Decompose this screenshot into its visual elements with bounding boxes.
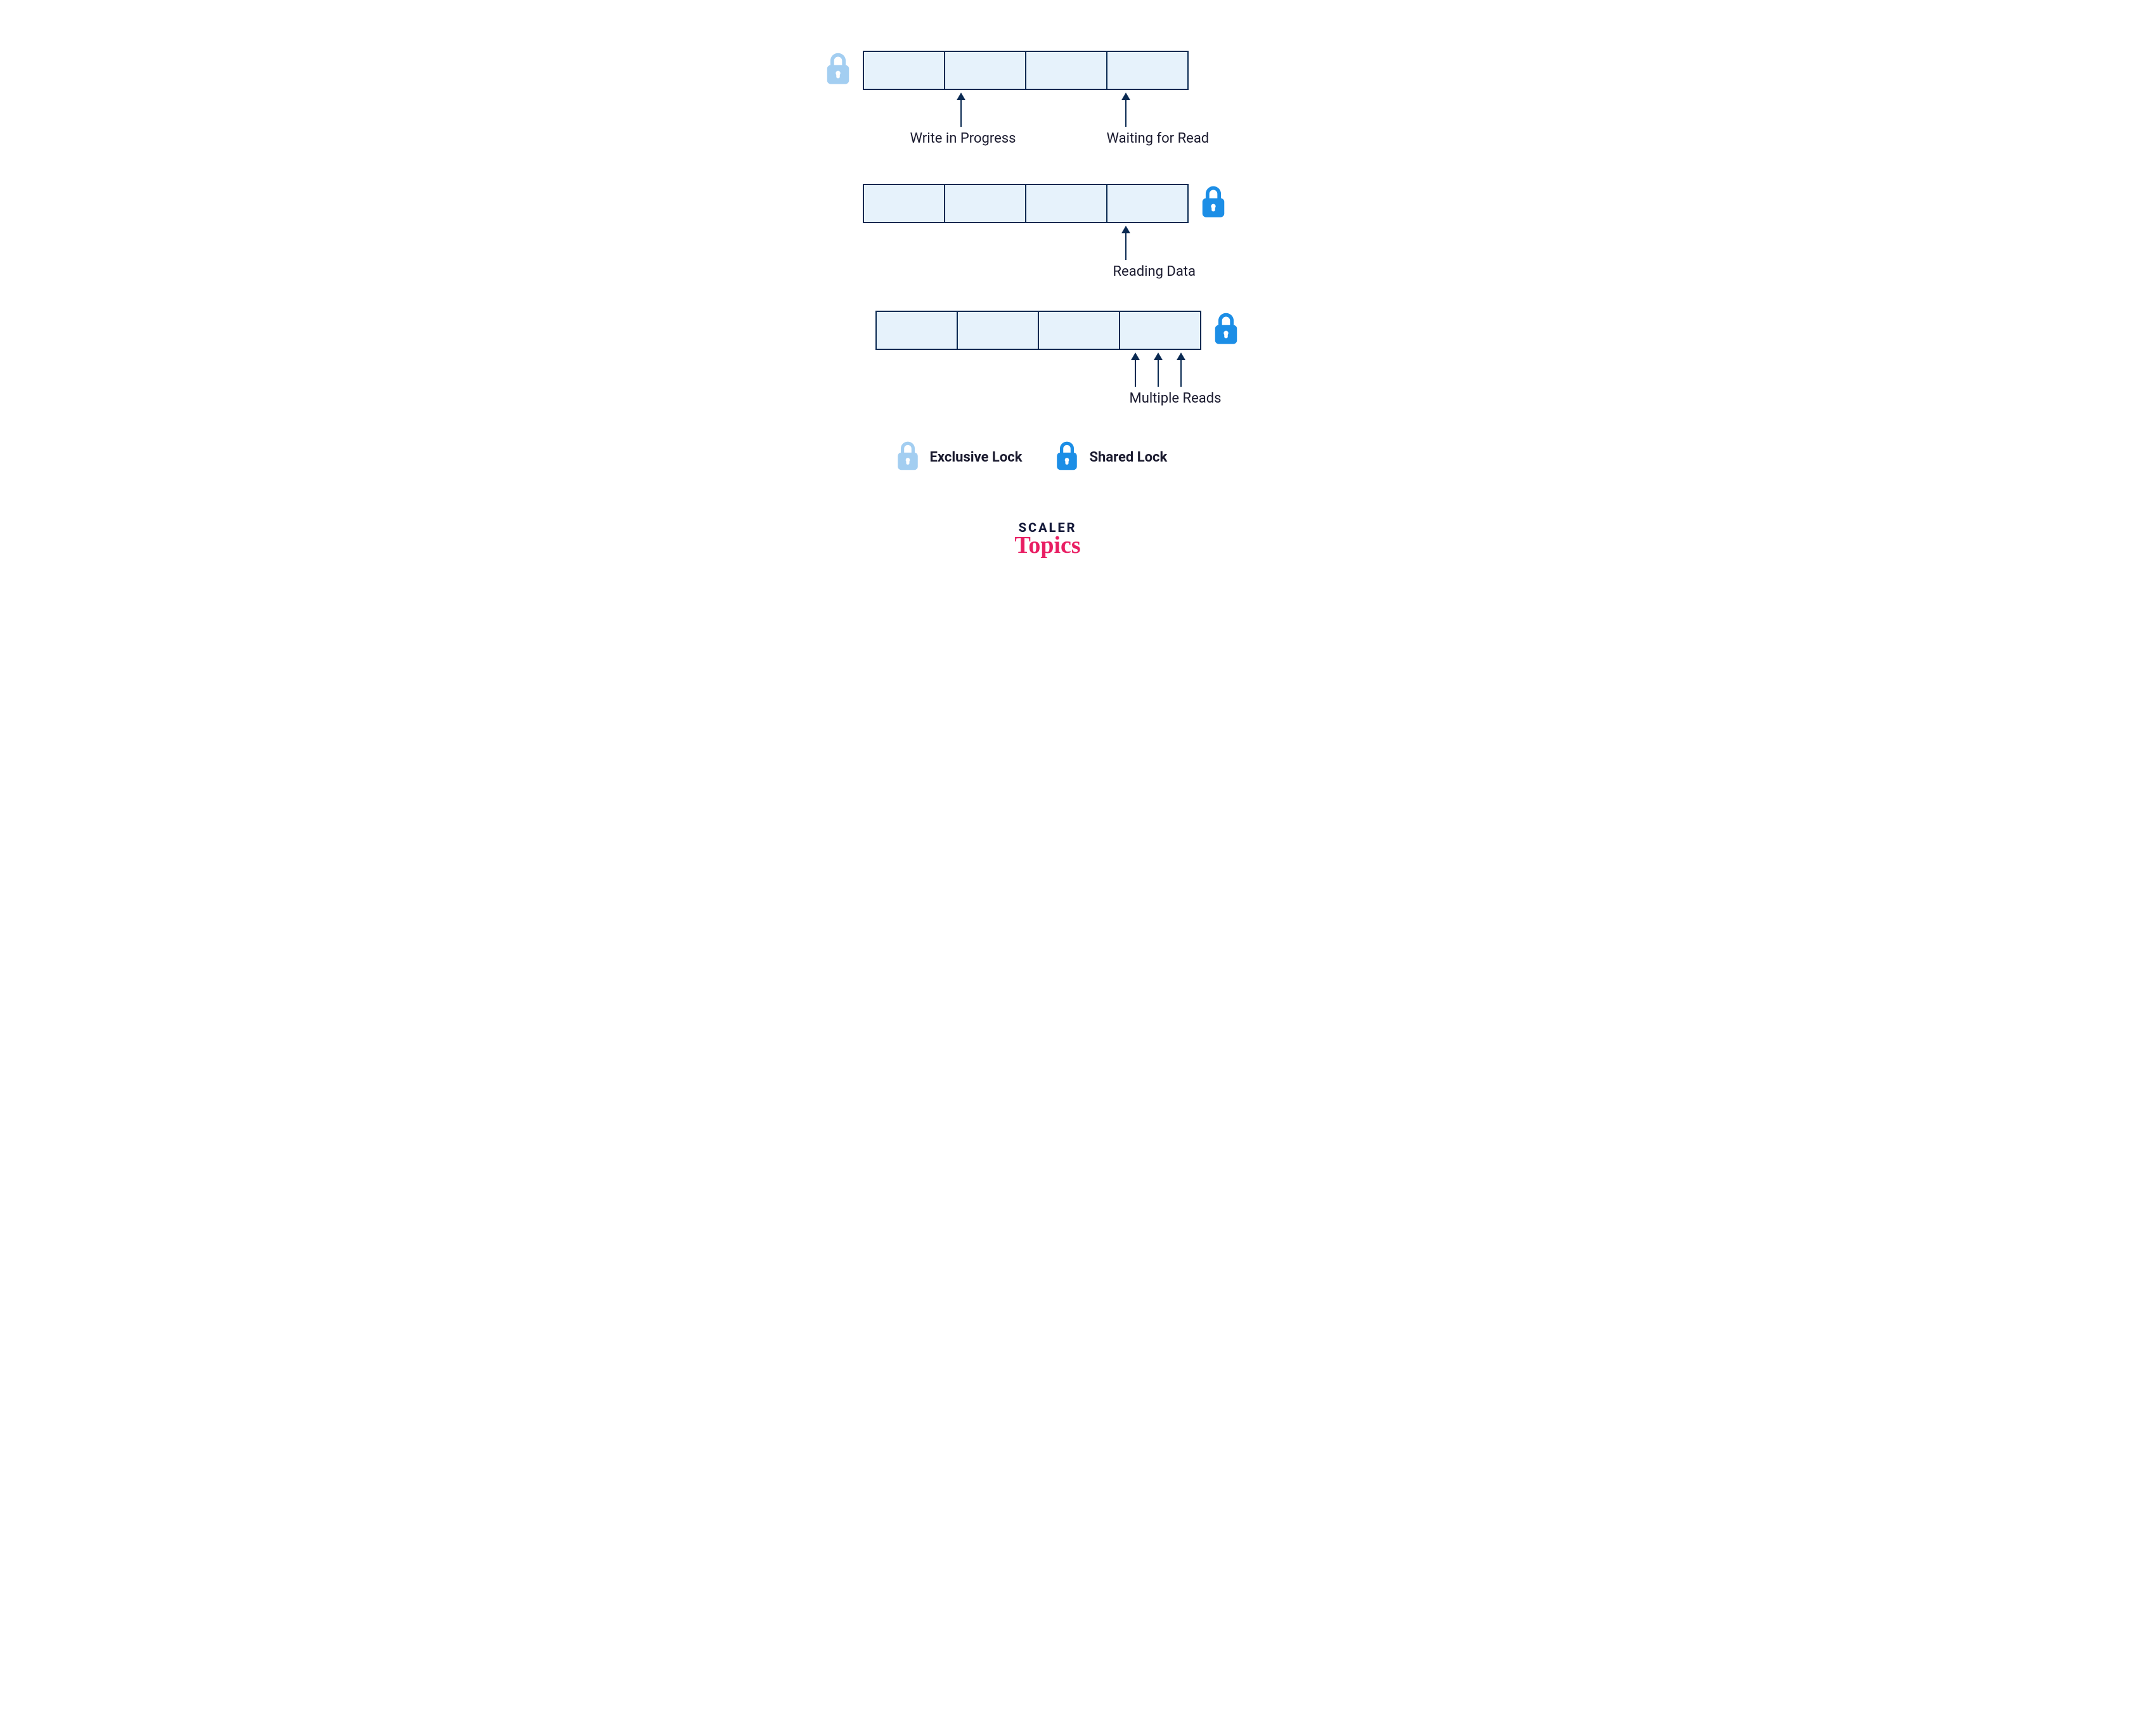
lock-icon [823, 52, 853, 86]
annotation-label: Reading Data [1113, 264, 1196, 280]
lock-icon [894, 441, 921, 471]
brand-logo: SCALERTopics [1015, 520, 1081, 559]
lock-icon-wrap [823, 52, 853, 88]
cell [1038, 311, 1120, 350]
arrow [1131, 353, 1140, 389]
cell [1106, 51, 1189, 90]
cell [1119, 311, 1201, 350]
cell-strip [863, 51, 1189, 90]
brand-bottom: Topics [1015, 531, 1081, 559]
arrow [1121, 226, 1130, 262]
arrow-up-icon [1154, 353, 1163, 387]
cell [863, 51, 945, 90]
diagram-canvas: Write in Progress Waiting for Read Readi… [698, 0, 1459, 612]
lock-icon [894, 441, 921, 474]
annotation-label: Multiple Reads [1130, 391, 1222, 406]
arrow [957, 93, 965, 129]
arrow [1154, 353, 1163, 389]
arrow-up-icon [1177, 353, 1185, 387]
arrow-up-icon [1121, 226, 1130, 260]
lock-icon-wrap [1199, 185, 1228, 221]
legend-label: Shared Lock [1089, 450, 1167, 465]
annotation-label: Write in Progress [910, 131, 1016, 146]
arrow [1177, 353, 1185, 389]
cell-strip [875, 311, 1201, 350]
lock-icon [1211, 312, 1241, 346]
cell [1025, 184, 1107, 223]
arrow-up-icon [957, 93, 965, 127]
arrow [1121, 93, 1130, 129]
legend-item: Shared Lock [1054, 441, 1167, 474]
lock-icon [1054, 441, 1080, 471]
cell [944, 51, 1026, 90]
lock-icon [1199, 185, 1228, 219]
lock-icon [1054, 441, 1080, 474]
cell [875, 311, 958, 350]
cell [1025, 51, 1107, 90]
cell [1106, 184, 1189, 223]
cell [957, 311, 1039, 350]
cell-strip [863, 184, 1189, 223]
cell [863, 184, 945, 223]
cell [944, 184, 1026, 223]
arrow-up-icon [1131, 353, 1140, 387]
legend-label: Exclusive Lock [930, 450, 1023, 465]
lock-icon-wrap [1211, 312, 1241, 348]
annotation-label: Waiting for Read [1107, 131, 1210, 146]
arrow-up-icon [1121, 93, 1130, 127]
legend: Exclusive Lock Shared Lock [894, 441, 1168, 474]
legend-item: Exclusive Lock [894, 441, 1023, 474]
